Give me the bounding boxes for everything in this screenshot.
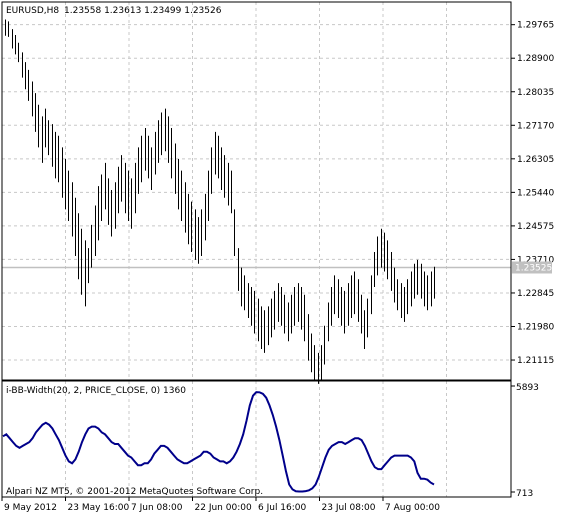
main-ytick-label: 1.28035 [517,88,554,98]
main-ytick-label: 1.21115 [517,356,554,366]
main-ytick-label: 1.28900 [517,54,554,64]
x-tick-label: 23 May 16:00 [68,503,130,513]
symbol-timeframe: EURUSD,H8 [6,6,59,16]
x-tick-label: 6 Jul 16:00 [258,503,307,513]
main-ytick-label: 1.26305 [517,155,554,165]
main-ytick-label: 1.21980 [517,322,554,332]
x-tick-label: 9 May 2012 [4,503,57,513]
main-ytick-label: 1.25440 [517,188,554,198]
x-tick-label: 22 Jun 00:00 [195,503,252,513]
current-price-tag [512,261,552,274]
x-tick-label: 7 Jun 08:00 [131,503,183,513]
main-ytick-label: 1.23710 [517,255,554,265]
main-panel-frame [1,1,512,381]
ohlc-values: 1.23558 1.23613 1.23499 1.23526 [64,6,222,16]
x-tick-label: 7 Aug 00:00 [385,503,440,513]
copyright-text: Alpari NZ MT5, © 2001-2012 MetaQuotes So… [6,487,263,497]
main-ytick-label: 1.24575 [517,222,554,232]
main-ytick-label: 1.29765 [517,21,554,31]
main-ytick-label: 1.22845 [517,289,554,299]
current-price-tag-label: 1.23525 [515,264,552,274]
main-ytick-label: 1.27170 [517,121,554,131]
x-tick-label: 23 Jul 08:00 [322,503,376,513]
indicator-label: i-BB-Width(20, 2, PRICE_CLOSE, 0) 1360 [6,386,186,396]
indicator-max-label: 5893 [516,383,539,393]
bb-width-line [2,391,435,493]
indicator-min-label: 713 [516,489,533,499]
